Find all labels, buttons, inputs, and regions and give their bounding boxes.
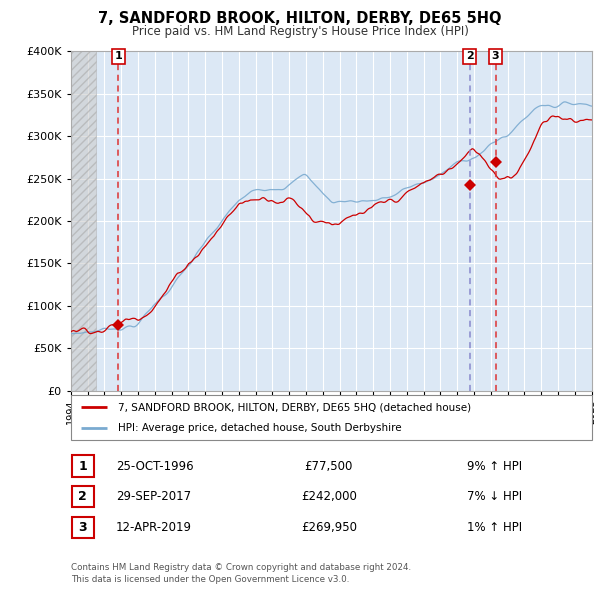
Text: £77,500: £77,500 — [305, 460, 353, 473]
Text: 7% ↓ HPI: 7% ↓ HPI — [467, 490, 522, 503]
Text: 1% ↑ HPI: 1% ↑ HPI — [467, 521, 522, 534]
Text: 2: 2 — [466, 51, 473, 61]
Text: 2: 2 — [79, 490, 87, 503]
Text: 3: 3 — [491, 51, 499, 61]
FancyBboxPatch shape — [71, 395, 592, 440]
Text: Price paid vs. HM Land Registry's House Price Index (HPI): Price paid vs. HM Land Registry's House … — [131, 25, 469, 38]
Text: 9% ↑ HPI: 9% ↑ HPI — [467, 460, 522, 473]
FancyBboxPatch shape — [72, 486, 94, 507]
Text: £269,950: £269,950 — [301, 521, 357, 534]
Text: £242,000: £242,000 — [301, 490, 357, 503]
Text: 12-APR-2019: 12-APR-2019 — [116, 521, 192, 534]
Text: 1: 1 — [115, 51, 122, 61]
Text: 29-SEP-2017: 29-SEP-2017 — [116, 490, 191, 503]
Text: HPI: Average price, detached house, South Derbyshire: HPI: Average price, detached house, Sout… — [118, 422, 401, 432]
Text: 1: 1 — [79, 460, 87, 473]
Text: 7, SANDFORD BROOK, HILTON, DERBY, DE65 5HQ (detached house): 7, SANDFORD BROOK, HILTON, DERBY, DE65 5… — [118, 402, 471, 412]
Text: Contains HM Land Registry data © Crown copyright and database right 2024.
This d: Contains HM Land Registry data © Crown c… — [71, 563, 411, 584]
Bar — [71, 51, 96, 391]
Text: 25-OCT-1996: 25-OCT-1996 — [116, 460, 193, 473]
Text: 7, SANDFORD BROOK, HILTON, DERBY, DE65 5HQ: 7, SANDFORD BROOK, HILTON, DERBY, DE65 5… — [98, 11, 502, 25]
Text: 3: 3 — [79, 521, 87, 534]
FancyBboxPatch shape — [72, 517, 94, 538]
FancyBboxPatch shape — [72, 455, 94, 477]
